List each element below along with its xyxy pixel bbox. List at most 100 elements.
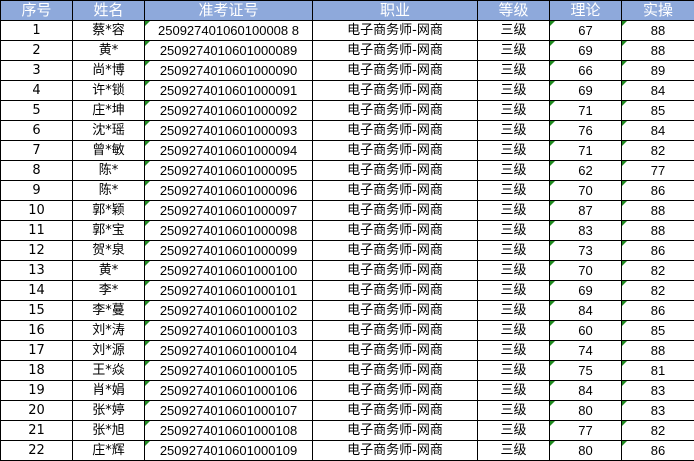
cell-level[interactable]: 三级 (478, 141, 550, 161)
cell-theory[interactable]: 77 (550, 421, 622, 441)
cell-practice[interactable]: 85 (622, 101, 694, 121)
cell-occupation[interactable]: 电子商务师-网商 (313, 241, 478, 261)
cell-occupation[interactable]: 电子商务师-网商 (313, 321, 478, 341)
cell-occupation[interactable]: 电子商务师-网商 (313, 201, 478, 221)
cell-practice[interactable]: 77 (622, 161, 694, 181)
cell-name[interactable]: 黄* (73, 261, 145, 281)
cell-theory[interactable]: 70 (550, 181, 622, 201)
cell-occupation[interactable]: 电子商务师-网商 (313, 121, 478, 141)
cell-exam-id[interactable]: 2509274010601000096 (145, 181, 313, 201)
cell-theory[interactable]: 80 (550, 441, 622, 461)
cell-exam-id[interactable]: 2509274010601000095 (145, 161, 313, 181)
cell-index[interactable]: 4 (1, 81, 73, 101)
cell-index[interactable]: 6 (1, 121, 73, 141)
cell-name[interactable]: 庄*坤 (73, 101, 145, 121)
cell-name[interactable]: 郭*宝 (73, 221, 145, 241)
cell-theory[interactable]: 84 (550, 381, 622, 401)
cell-index[interactable]: 9 (1, 181, 73, 201)
cell-practice[interactable]: 86 (622, 181, 694, 201)
cell-practice[interactable]: 84 (622, 81, 694, 101)
cell-theory[interactable]: 73 (550, 241, 622, 261)
cell-exam-id[interactable]: 2509274010601000106 (145, 381, 313, 401)
cell-exam-id[interactable]: 2509274010601000109 (145, 441, 313, 461)
cell-level[interactable]: 三级 (478, 101, 550, 121)
cell-theory[interactable]: 66 (550, 61, 622, 81)
cell-index[interactable]: 17 (1, 341, 73, 361)
cell-exam-id[interactable]: 2509274010601000102 (145, 301, 313, 321)
cell-name[interactable]: 刘*涛 (73, 321, 145, 341)
cell-practice[interactable]: 86 (622, 441, 694, 461)
cell-exam-id[interactable]: 2509274010601000103 (145, 321, 313, 341)
cell-level[interactable]: 三级 (478, 221, 550, 241)
cell-practice[interactable]: 88 (622, 41, 694, 61)
cell-name[interactable]: 郭*颖 (73, 201, 145, 221)
cell-index[interactable]: 13 (1, 261, 73, 281)
cell-name[interactable]: 庄*辉 (73, 441, 145, 461)
cell-name[interactable]: 李*蔓 (73, 301, 145, 321)
cell-occupation[interactable]: 电子商务师-网商 (313, 441, 478, 461)
cell-occupation[interactable]: 电子商务师-网商 (313, 421, 478, 441)
cell-level[interactable]: 三级 (478, 361, 550, 381)
cell-exam-id[interactable]: 2509274010601000100 (145, 261, 313, 281)
cell-level[interactable]: 三级 (478, 41, 550, 61)
cell-index[interactable]: 8 (1, 161, 73, 181)
cell-index[interactable]: 1 (1, 21, 73, 41)
cell-name[interactable]: 陈* (73, 161, 145, 181)
cell-practice[interactable]: 83 (622, 381, 694, 401)
cell-exam-id[interactable]: 2509274010601000107 (145, 401, 313, 421)
cell-exam-id[interactable]: 2509274010601000092 (145, 101, 313, 121)
cell-practice[interactable]: 82 (622, 141, 694, 161)
cell-level[interactable]: 三级 (478, 201, 550, 221)
cell-theory[interactable]: 87 (550, 201, 622, 221)
cell-occupation[interactable]: 电子商务师-网商 (313, 181, 478, 201)
cell-occupation[interactable]: 电子商务师-网商 (313, 21, 478, 41)
cell-index[interactable]: 2 (1, 41, 73, 61)
cell-theory[interactable]: 69 (550, 81, 622, 101)
cell-occupation[interactable]: 电子商务师-网商 (313, 381, 478, 401)
cell-level[interactable]: 三级 (478, 121, 550, 141)
cell-occupation[interactable]: 电子商务师-网商 (313, 61, 478, 81)
cell-occupation[interactable]: 电子商务师-网商 (313, 261, 478, 281)
cell-occupation[interactable]: 电子商务师-网商 (313, 101, 478, 121)
cell-theory[interactable]: 74 (550, 341, 622, 361)
cell-index[interactable]: 10 (1, 201, 73, 221)
cell-occupation[interactable]: 电子商务师-网商 (313, 401, 478, 421)
cell-name[interactable]: 王*焱 (73, 361, 145, 381)
cell-practice[interactable]: 88 (622, 341, 694, 361)
cell-exam-id[interactable]: 2509274010601000101 (145, 281, 313, 301)
cell-index[interactable]: 15 (1, 301, 73, 321)
cell-occupation[interactable]: 电子商务师-网商 (313, 141, 478, 161)
cell-theory[interactable]: 76 (550, 121, 622, 141)
cell-theory[interactable]: 67 (550, 21, 622, 41)
cell-practice[interactable]: 86 (622, 301, 694, 321)
cell-practice[interactable]: 88 (622, 201, 694, 221)
cell-level[interactable]: 三级 (478, 241, 550, 261)
cell-exam-id[interactable]: 2509274010601000108 (145, 421, 313, 441)
cell-practice[interactable]: 88 (622, 221, 694, 241)
cell-practice[interactable]: 84 (622, 121, 694, 141)
cell-level[interactable]: 三级 (478, 61, 550, 81)
cell-theory[interactable]: 62 (550, 161, 622, 181)
cell-name[interactable]: 张*旭 (73, 421, 145, 441)
cell-name[interactable]: 曾*敏 (73, 141, 145, 161)
cell-occupation[interactable]: 电子商务师-网商 (313, 81, 478, 101)
cell-occupation[interactable]: 电子商务师-网商 (313, 281, 478, 301)
cell-name[interactable]: 蔡*容 (73, 21, 145, 41)
cell-practice[interactable]: 89 (622, 61, 694, 81)
cell-theory[interactable]: 84 (550, 301, 622, 321)
cell-index[interactable]: 20 (1, 401, 73, 421)
cell-theory[interactable]: 60 (550, 321, 622, 341)
cell-index[interactable]: 3 (1, 61, 73, 81)
cell-level[interactable]: 三级 (478, 321, 550, 341)
cell-occupation[interactable]: 电子商务师-网商 (313, 221, 478, 241)
cell-index[interactable]: 19 (1, 381, 73, 401)
cell-practice[interactable]: 86 (622, 241, 694, 261)
cell-occupation[interactable]: 电子商务师-网商 (313, 361, 478, 381)
cell-name[interactable]: 刘*源 (73, 341, 145, 361)
cell-theory[interactable]: 71 (550, 101, 622, 121)
cell-exam-id[interactable]: 2509274010601000091 (145, 81, 313, 101)
cell-level[interactable]: 三级 (478, 281, 550, 301)
cell-exam-id[interactable]: 2509274010601000097 (145, 201, 313, 221)
cell-level[interactable]: 三级 (478, 441, 550, 461)
cell-exam-id[interactable]: 2509274010601000099 (145, 241, 313, 261)
